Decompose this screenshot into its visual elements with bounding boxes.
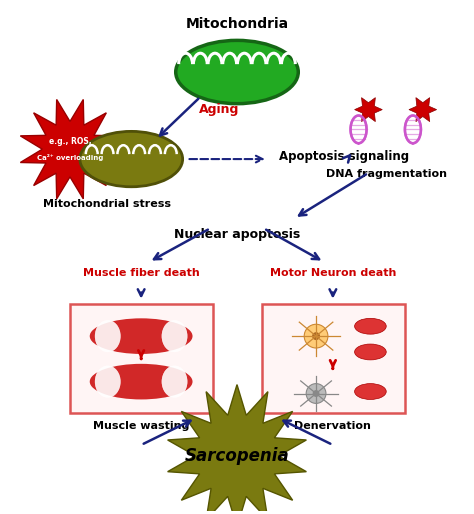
Text: Nuclear apoptosis: Nuclear apoptosis [174, 228, 300, 241]
Ellipse shape [162, 320, 187, 352]
Ellipse shape [162, 320, 187, 352]
Ellipse shape [176, 41, 298, 104]
Text: e.g., ROS,: e.g., ROS, [49, 137, 91, 146]
Ellipse shape [162, 365, 187, 398]
Text: Apoptosis signaling: Apoptosis signaling [280, 150, 410, 162]
Polygon shape [20, 100, 119, 199]
Ellipse shape [162, 365, 187, 398]
FancyBboxPatch shape [70, 304, 213, 413]
Polygon shape [168, 384, 306, 514]
Text: Mitochondrial stress: Mitochondrial stress [43, 198, 171, 209]
Ellipse shape [95, 320, 120, 352]
Text: Mitochondria: Mitochondria [185, 16, 289, 31]
Ellipse shape [95, 365, 120, 398]
Polygon shape [409, 98, 437, 122]
Text: Aging: Aging [199, 103, 239, 116]
Ellipse shape [80, 132, 182, 187]
Ellipse shape [95, 320, 120, 352]
Text: Ca²⁺ overloading: Ca²⁺ overloading [37, 154, 103, 160]
Ellipse shape [95, 365, 120, 398]
Circle shape [313, 390, 319, 397]
Ellipse shape [90, 318, 192, 354]
Ellipse shape [355, 318, 386, 334]
Ellipse shape [162, 365, 187, 398]
Text: Muscle fiber death: Muscle fiber death [83, 268, 200, 278]
Ellipse shape [90, 364, 192, 399]
Ellipse shape [355, 344, 386, 360]
Ellipse shape [95, 320, 120, 352]
Ellipse shape [355, 383, 386, 399]
Circle shape [312, 332, 320, 340]
Text: Motor Neuron death: Motor Neuron death [270, 268, 396, 278]
Polygon shape [355, 98, 382, 122]
Text: DNA fragmentation: DNA fragmentation [326, 169, 447, 179]
Text: Sarcopenia: Sarcopenia [185, 447, 289, 465]
Ellipse shape [162, 320, 187, 352]
FancyBboxPatch shape [262, 304, 405, 413]
Text: Denervation: Denervation [294, 421, 371, 431]
Circle shape [306, 383, 326, 403]
Text: Muscle wasting: Muscle wasting [93, 421, 189, 431]
Circle shape [304, 324, 328, 348]
Ellipse shape [95, 365, 120, 398]
